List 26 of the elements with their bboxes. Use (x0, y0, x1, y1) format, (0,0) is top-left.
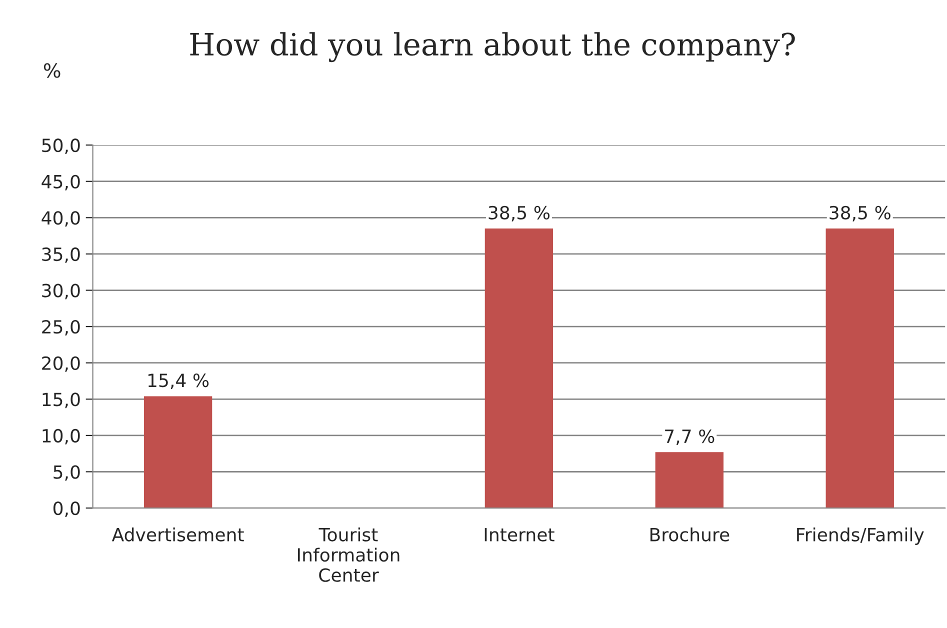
x-tick-label: Internet (484, 528, 554, 542)
y-tick-label: 5,0 (54, 465, 80, 481)
y-tick-label: 25,0 (42, 320, 80, 336)
y-tick-label: 40,0 (42, 211, 80, 227)
bar (484, 228, 554, 508)
x-tick-label: Brochure (650, 527, 730, 542)
data-label: 15,4 % (148, 374, 209, 390)
y-tick-label: 45,0 (42, 174, 80, 190)
data-label: 38,5 % (488, 206, 550, 222)
data-label: 38,5 % (830, 206, 890, 222)
y-tick-label: 35,0 (42, 247, 80, 263)
y-axis-title: % (44, 63, 60, 78)
bar (144, 396, 212, 508)
y-tick-label: 15,0 (42, 392, 80, 408)
y-tick-label: 10,0 (42, 428, 80, 444)
x-tick-label: Advertisement (112, 527, 244, 542)
y-tick-label: 0,0 (53, 502, 80, 518)
y-tick-label: 20,0 (42, 356, 80, 372)
x-tick-label: Tourist Information Center (298, 527, 400, 582)
y-tick-label: 50,0 (42, 138, 80, 154)
y-tick-label: 30,0 (42, 284, 80, 300)
bar (826, 228, 894, 508)
chart-title: How did you learn about the company? (190, 32, 795, 62)
x-tick-label: Friends/Family (797, 527, 924, 545)
data-label: 7,7 % (665, 429, 714, 445)
bar (655, 452, 724, 508)
